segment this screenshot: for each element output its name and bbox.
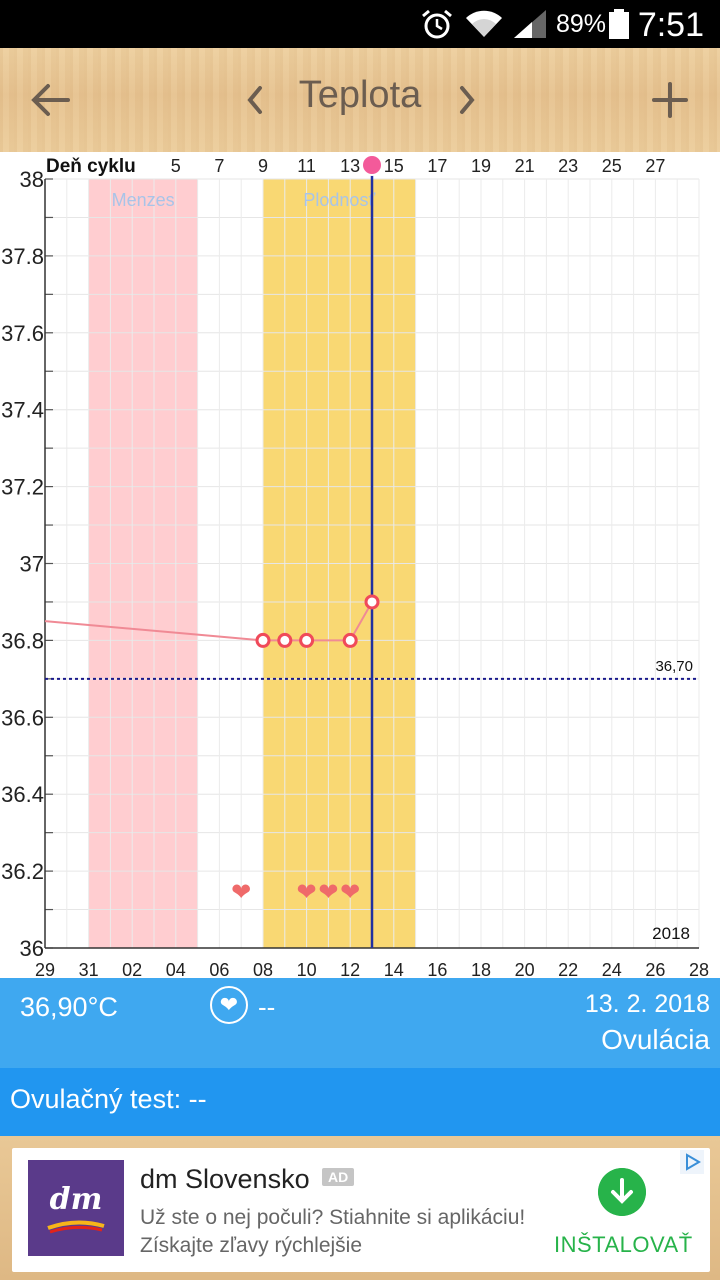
x-date-label: 08 [253,960,273,978]
y-tick-label: 38 [20,167,44,192]
heart-icon: ❤ [340,878,360,906]
band-label: Plodnosť [303,190,375,210]
x-date-label: 12 [340,960,360,978]
battery-icon [609,9,629,39]
cycle-day-tick: 27 [645,156,665,176]
y-tick-label: 37.8 [1,244,44,269]
chart-canvas[interactable]: Menzes Plodnosť 36 36.2 36.4 36.6 36.8 37 37.2 37… [0,152,720,978]
year-label: 2018 [652,924,690,943]
cycle-day-tick: 9 [258,156,268,176]
ad-title[interactable]: dm Slovensko [140,1164,310,1194]
x-date-label: 16 [427,960,447,978]
logo-swoosh-icon [47,1220,105,1234]
cycle-day-tick: 15 [384,156,404,176]
y-tick-label: 36.4 [1,782,44,807]
heart-icon: ❤ [297,878,317,906]
temperature-chart[interactable]: Menzes Plodnosť 36 36.2 36.4 36.6 36.8 37 37.2 37… [0,152,720,978]
install-button[interactable]: INŠTALOVAŤ [554,1232,693,1257]
ad-banner[interactable]: dm dm Slovensko AD Už ste o nej počuli? … [12,1148,710,1272]
selected-date: 13. 2. 2018 [584,990,710,1018]
dm-logo[interactable]: dm [28,1160,124,1256]
wood-texture [0,48,720,152]
alarm-icon [422,9,452,39]
cycle-day-tick: 19 [471,156,491,176]
cycle-day-label: Deň cyklu [46,156,136,177]
ovulation-test-bar[interactable]: Ovulačný test: -- [0,1068,720,1136]
arrow-left-icon[interactable] [26,78,74,122]
x-date-label: 26 [645,960,665,978]
page-title: Teplota [298,74,422,116]
x-date-label: 31 [79,960,99,978]
intercourse-value: -- [258,992,276,1022]
x-date-label: 04 [166,960,186,978]
y-tick-label: 37.6 [1,321,44,346]
y-tick-label: 36 [20,936,44,961]
x-date-label: 02 [122,960,142,978]
x-date-label: 20 [515,960,535,978]
cycle-phase: Ovulácia [601,1024,710,1055]
info-bar: 36,90°C ❤ -- 13. 2. 2018 Ovulácia [0,978,720,1068]
y-tick-label: 37 [20,552,44,577]
cycle-day-tick: 5 [171,156,181,176]
ovulation-marker [361,154,383,176]
signal-icon [514,10,546,38]
cycle-day-tick: 23 [558,156,578,176]
app-bar: Teplota [0,48,720,152]
y-tick-label: 37.4 [1,398,44,423]
x-date-label: 24 [602,960,622,978]
heart-icon: ❤ [318,878,338,906]
y-tick-label: 36.6 [1,705,44,730]
cycle-day-tick: 21 [515,156,535,176]
cycle-day-tick: 13 [340,156,360,176]
wifi-icon [466,10,502,37]
cycle-day-tick: 7 [214,156,224,176]
x-date-label: 29 [35,960,55,978]
x-date-label: 18 [471,960,491,978]
y-tick-label: 37.2 [1,475,44,500]
download-icon[interactable] [598,1168,646,1216]
ad-badge: AD [322,1168,355,1186]
x-date-label: 10 [297,960,317,978]
ad-choices-icon[interactable] [680,1150,704,1174]
heart-icon: ❤ [231,878,251,906]
status-bar: 89% 7:51 [0,0,720,48]
heart-icon[interactable]: ❤ [210,986,248,1024]
temperature-point [299,632,315,648]
y-tick-label: 36.2 [1,859,44,884]
plus-icon[interactable] [648,78,692,122]
temperature-point [255,632,271,648]
ovulation-test-label: Ovulačný test: -- [10,1084,207,1114]
temperature-point [364,594,380,610]
band-label: Menzes [112,190,175,210]
coverline-label: 36,70 [655,658,693,675]
x-date-label: 28 [689,960,709,978]
x-date-label: 22 [558,960,578,978]
cycle-day-tick: 25 [602,156,622,176]
battery-percent: 89% [556,10,607,38]
temperature-point [342,632,358,648]
ad-area: dm dm Slovensko AD Už ste o nej počuli? … [0,1136,720,1280]
ad-description: Už ste o nej počuli? Stiahnite si apliká… [140,1206,526,1257]
selected-temperature: 36,90°C [20,992,118,1022]
temperature-point [277,632,293,648]
chevron-right-icon[interactable] [452,78,482,122]
y-tick-label: 36.8 [1,628,44,653]
cycle-day-tick: 11 [297,156,316,176]
cycle-day-tick: 17 [427,156,447,176]
clock: 7:51 [637,6,704,44]
x-date-label: 14 [384,960,404,978]
x-date-label: 06 [209,960,229,978]
chevron-left-icon[interactable] [240,78,270,122]
